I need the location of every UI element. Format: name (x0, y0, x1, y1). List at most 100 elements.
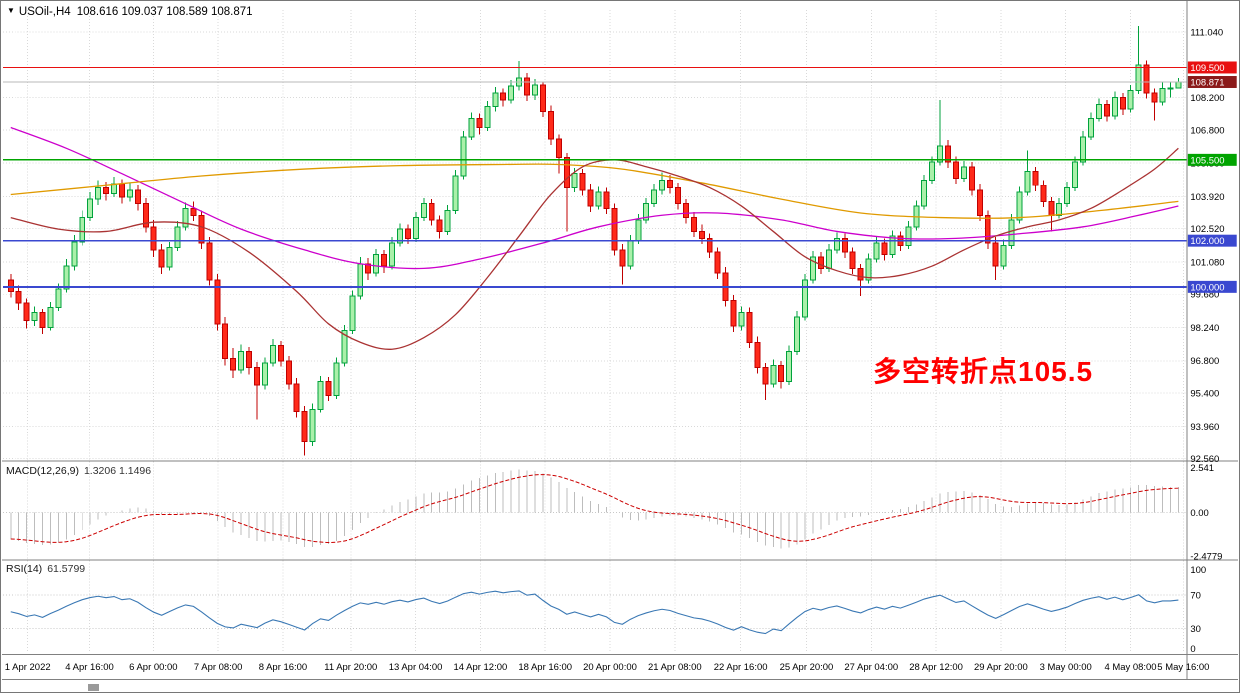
candle-up (508, 85, 515, 101)
candle-up (1016, 191, 1023, 221)
candle-down (968, 166, 975, 191)
candle-up (571, 173, 578, 189)
price-tick-label: 106.800 (1190, 125, 1224, 136)
candle-down (690, 217, 697, 232)
candle-up (1056, 203, 1063, 216)
candle-down (1048, 200, 1055, 216)
rsi-tick-label: 100 (1190, 565, 1206, 576)
time-tick-label: 6 Apr 00:00 (129, 662, 177, 673)
candle-up (833, 237, 840, 251)
rsi-indicator-label: RSI(14) 61.5799 (6, 563, 85, 575)
candle-down (762, 367, 769, 385)
price-tick-label: 98.240 (1190, 323, 1219, 334)
candle-up (182, 207, 189, 228)
candle-down (579, 173, 586, 191)
candle-down (230, 357, 237, 371)
candle-down (881, 242, 888, 256)
candle-down (190, 207, 197, 216)
candle-down (134, 189, 141, 205)
candle-up (651, 189, 658, 205)
ohlc-values: 108.616 109.037 108.589 108.871 (76, 6, 253, 18)
candle-down (1143, 64, 1150, 94)
price-tick-label: 103.920 (1190, 192, 1224, 203)
candle-down (754, 341, 761, 369)
candle-up (905, 226, 912, 246)
candle-up (1095, 103, 1102, 119)
candle-down (436, 219, 443, 232)
candle-down (142, 203, 149, 228)
candle-up (659, 180, 666, 191)
candle-up (396, 228, 403, 244)
symbol-timeframe-label: USOil-,H4 (18, 6, 71, 18)
candle-down (150, 226, 157, 251)
candle-up (79, 217, 86, 243)
candle-up (1127, 90, 1134, 110)
candle-up (1175, 81, 1182, 89)
candle-down (555, 138, 562, 159)
chevron-down-icon[interactable]: ▼ (7, 6, 15, 15)
candle-up (643, 203, 650, 221)
candle-down (293, 383, 300, 413)
candle-down (118, 183, 125, 198)
macd-signal-line (10, 474, 1179, 543)
time-axis[interactable]: 1 Apr 2022 4 Apr 16:00 6 Apr 00:00 7 Apr 08… (5, 662, 1210, 673)
price-tick-label: 101.080 (1190, 257, 1224, 268)
candle-down (7, 279, 14, 292)
indicator-axis[interactable]: 2.541 0.00 -2.4779 100 70 30 0 (1190, 463, 1222, 655)
rsi-panel (2, 590, 1187, 635)
candle-up (810, 256, 816, 281)
candle-up (444, 210, 451, 232)
text-annotation[interactable]: 多空转折点105.5 (873, 356, 1094, 387)
candle-down (277, 345, 284, 362)
candle-down (611, 207, 618, 251)
candle-down (222, 323, 229, 359)
time-tick-label: 5 May 16:00 (1157, 662, 1209, 673)
candle-down (198, 214, 205, 244)
price-axis[interactable]: 111.040108.200106.800105.360103.920102.5… (1187, 27, 1237, 465)
candle-down (103, 187, 110, 194)
candle-up (929, 161, 936, 182)
candle-up (484, 106, 491, 129)
candle-down (1151, 92, 1158, 103)
candle-up (174, 226, 181, 249)
candle-up (865, 258, 872, 281)
candle-down (325, 381, 332, 396)
scrollbar-thumb[interactable] (88, 684, 99, 691)
level-lines (2, 66, 1187, 288)
candle-down (404, 228, 411, 239)
price-tick-label: 102.520 (1190, 224, 1224, 235)
time-tick-label: 21 Apr 08:00 (648, 662, 702, 673)
candle-down (849, 251, 856, 269)
candle-up (1072, 161, 1079, 189)
candle-up (47, 307, 54, 328)
candle-down (563, 157, 570, 189)
grid-layer (2, 9, 1187, 654)
candle-down (1040, 184, 1047, 202)
candle-down (285, 360, 292, 385)
candle-up (492, 92, 499, 108)
candle-down (619, 249, 626, 267)
candle-up (794, 316, 801, 353)
candle-down (945, 145, 952, 163)
time-tick-label: 14 Apr 12:00 (454, 662, 508, 673)
candle-down (246, 351, 253, 369)
candle-up (627, 240, 634, 267)
candle-up (389, 242, 396, 267)
price-badge-100.000 (1187, 280, 1237, 293)
candle-down (381, 254, 388, 267)
candle-up (595, 191, 602, 207)
time-tick-label: 28 Apr 12:00 (909, 662, 963, 673)
candle-up (357, 263, 364, 297)
time-tick-label: 1 Apr 2022 (5, 662, 51, 673)
candle-down (992, 242, 999, 267)
price-badge-text: 109.500 (1190, 63, 1224, 74)
candle-down (206, 242, 213, 281)
macd-tick-label: 2.541 (1190, 463, 1214, 474)
time-tick-label: 8 Apr 16:00 (259, 662, 307, 673)
price-badge-text: 102.000 (1190, 236, 1224, 247)
price-badge-text: 100.000 (1190, 282, 1224, 293)
price-tick-label: 92.560 (1190, 454, 1219, 465)
candle-up (261, 362, 268, 386)
candle-up (460, 136, 467, 177)
